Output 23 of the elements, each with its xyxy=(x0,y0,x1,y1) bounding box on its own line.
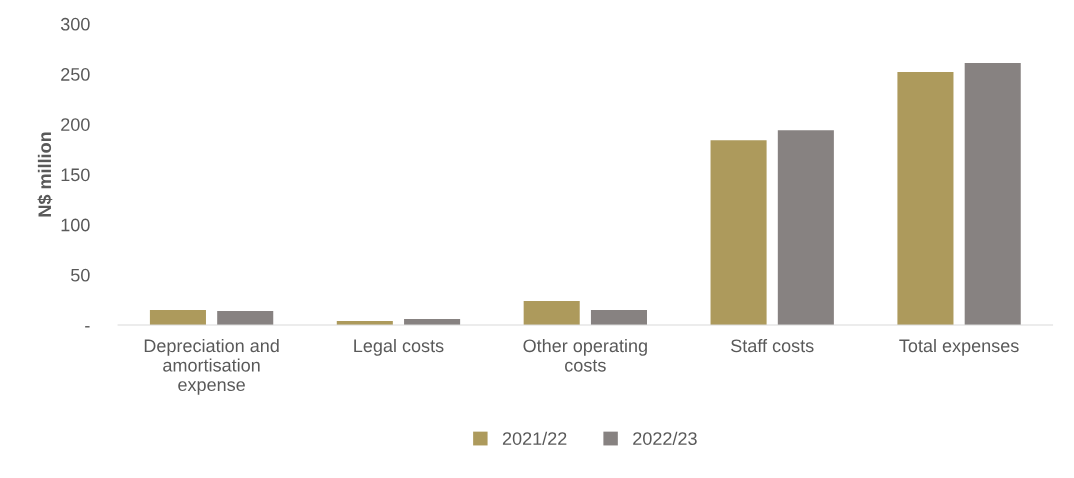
bar xyxy=(964,63,1021,326)
legend-label: 2022/23 xyxy=(633,431,697,445)
y-tick-label: - xyxy=(85,326,90,328)
bar xyxy=(149,309,206,326)
bar xyxy=(710,140,767,326)
x-tick-label: Other operating costs xyxy=(523,338,647,372)
y-axis-title: N$ million xyxy=(37,132,53,217)
bar xyxy=(777,130,834,326)
x-tick-label: Depreciation and amortisation expense xyxy=(144,338,279,395)
bar xyxy=(523,300,580,326)
bar xyxy=(590,309,647,326)
y-tick-label: 100 xyxy=(61,218,90,232)
y-tick-label: 250 xyxy=(61,68,90,81)
legend-label: 2021/22 xyxy=(502,431,567,445)
y-tick-label: 300 xyxy=(60,17,90,31)
y-tick-label: 150 xyxy=(61,168,90,182)
bar xyxy=(217,310,274,326)
y-tick-label: 50 xyxy=(71,268,90,282)
x-tick-label: Total expenses xyxy=(899,338,1019,356)
x-tick-label: Staff costs xyxy=(731,338,814,353)
bar xyxy=(897,72,954,326)
y-tick-label: 200 xyxy=(61,118,90,131)
x-tick-label: Legal costs xyxy=(354,338,444,356)
